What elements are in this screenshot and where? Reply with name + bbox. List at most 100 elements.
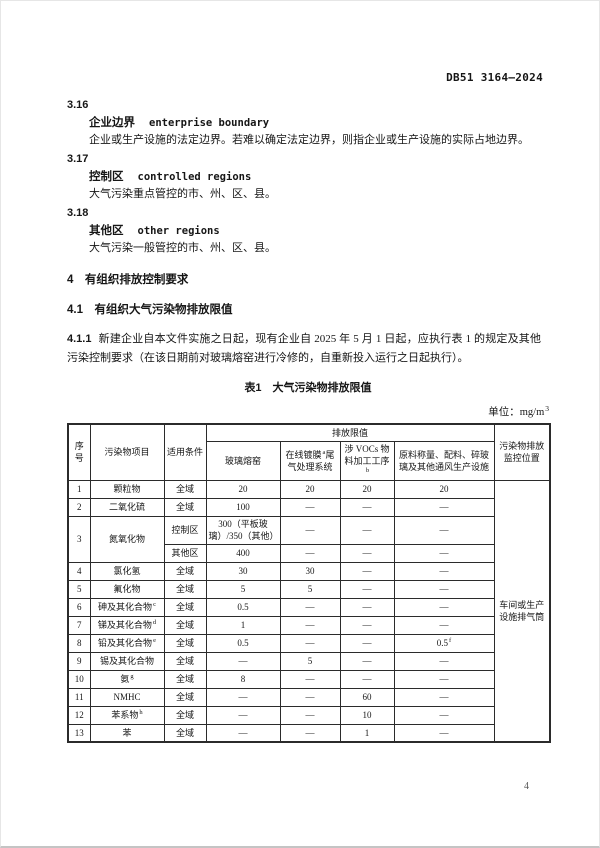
limit-value-cell: — xyxy=(205,651,281,671)
table-row: 其他区 400— — — xyxy=(68,543,550,563)
limit-value-cell: — xyxy=(393,687,495,707)
limit-value-cell: 0.5 xyxy=(205,597,281,617)
clause-4-1-1-number: 4.1.1 xyxy=(67,333,92,345)
clause-number: 3.16 xyxy=(67,99,89,111)
limit-value-cell: — xyxy=(205,705,281,725)
col-header-raw-material: 原料称量、配料、碎玻璃及其他通风生产设施 xyxy=(393,440,495,481)
condition-cell: 全域 xyxy=(163,497,207,517)
condition-cell: 全域 xyxy=(163,651,207,671)
limit-value-cell: — xyxy=(393,669,495,689)
condition-cell: 全域 xyxy=(163,615,207,635)
emission-limits-table: 序号 污染物项目 适用条件 排放限值 污染物排放监控位置 玻璃熔窑 在线镀膜a尾… xyxy=(67,423,552,743)
clause-4-1-1-text: 新建企业自本文件实施之日起，现有企业自 2025 年 5 月 1 日起，应执行表… xyxy=(67,333,541,364)
col-header-pollutant: 污染物项目 xyxy=(89,423,165,481)
pollutant-cell: 氨g xyxy=(89,669,165,689)
definition-text: 大气污染一般管控的市、州、区、县。 xyxy=(89,242,276,254)
table-row: 7 锑及其化合物d 全域 1— — — xyxy=(67,615,550,635)
section-4-1-heading: 4.1 有组织大气污染物排放限值 xyxy=(67,304,233,316)
pollutant-cell: 苯 xyxy=(89,723,165,743)
col-header-monitoring-location: 污染物排放监控位置 xyxy=(493,423,551,481)
limit-value-cell: — xyxy=(339,669,395,689)
pollutant-cell: NMHC xyxy=(89,687,165,707)
limit-value-cell: 20 xyxy=(393,479,495,499)
term-line: 其他区 other regions xyxy=(89,221,547,240)
limit-value-cell: 20 xyxy=(279,479,341,499)
col-header-seq: 序号 xyxy=(67,423,91,481)
limit-value-cell: — xyxy=(339,515,395,545)
limit-value-cell: 1 xyxy=(205,615,281,635)
col-header-glass-furnace: 玻璃熔窑 xyxy=(205,440,281,481)
limit-value-cell: 300（平板玻璃）/350（其他） xyxy=(205,515,281,545)
term-english: controlled regions xyxy=(137,171,252,183)
limit-value-cell: — xyxy=(339,597,395,617)
limit-value-cell: 30 xyxy=(279,561,341,581)
term-english: enterprise boundary xyxy=(149,117,270,129)
pollutant-cell: 锑及其化合物d xyxy=(89,615,165,635)
page-number: 4 xyxy=(524,781,529,792)
term-line: 企业边界 enterprise boundary xyxy=(89,113,547,132)
seq-cell: 6 xyxy=(67,597,91,617)
condition-cell: 全域 xyxy=(163,561,207,581)
limit-value-cell: 20 xyxy=(205,479,281,499)
limit-value-cell: — xyxy=(393,515,495,545)
definition-block: 3.16 企业边界 enterprise boundary 企业或生产设施的法定… xyxy=(67,97,547,148)
limit-value-cell: — xyxy=(279,633,341,653)
limit-value-cell: — xyxy=(279,543,341,563)
limit-value-cell: 5 xyxy=(279,579,341,599)
header-row-1: 序号 污染物项目 适用条件 排放限值 污染物排放监控位置 xyxy=(67,423,551,481)
limit-value-cell: 20 xyxy=(339,479,395,499)
pollutant-cell: 锡及其化合物 xyxy=(89,651,165,671)
seq-cell: 12 xyxy=(67,705,91,725)
limit-value-cell: — xyxy=(205,723,281,743)
limit-value-cell: 0.5 xyxy=(205,633,281,653)
limit-value-cell: — xyxy=(339,633,395,653)
pollutant-cell: 砷及其化合物c xyxy=(89,597,165,617)
col-header-condition: 适用条件 xyxy=(163,423,207,481)
limit-value-cell: — xyxy=(339,651,395,671)
term-chinese: 其他区 xyxy=(89,225,124,237)
limit-value-cell: 5 xyxy=(279,651,341,671)
limit-value-cell: — xyxy=(393,597,495,617)
table-row: 5 氟化物 全域 5 5— — xyxy=(67,579,550,599)
seq-cell: 3 xyxy=(67,515,91,563)
limit-value-cell: — xyxy=(339,497,395,517)
definition-text: 大气污染重点管控的市、州、区、县。 xyxy=(89,188,276,200)
limit-value-cell: — xyxy=(339,543,395,563)
condition-cell: 全域 xyxy=(163,669,207,689)
term-english: other regions xyxy=(137,225,220,237)
document-code: DB51 3164—2024 xyxy=(446,71,543,84)
table-unit-label: 单位：mg/m3 xyxy=(488,403,549,418)
limit-value-cell: — xyxy=(393,651,495,671)
term-chinese: 企业边界 xyxy=(89,117,135,129)
table-title: 表1 大气污染物排放限值 xyxy=(244,382,372,394)
limit-value-cell: — xyxy=(279,705,341,725)
limit-value-cell: 100 xyxy=(205,497,281,517)
clause-number: 3.17 xyxy=(67,153,89,165)
limit-value-cell: — xyxy=(393,579,495,599)
limit-value-cell: 5 xyxy=(205,579,281,599)
seq-cell: 2 xyxy=(67,497,91,517)
pollutant-cell: 二氧化硫 xyxy=(89,497,165,517)
table-row: 11 NMHC 全域 — —60— xyxy=(67,687,550,707)
limit-value-cell: — xyxy=(393,705,495,725)
seq-cell: 9 xyxy=(67,651,91,671)
table-row: 1 颗粒物 全域 20 20 20 20 车间或生产设施排气筒 xyxy=(67,479,551,743)
limit-value-cell: — xyxy=(393,561,495,581)
condition-cell: 控制区 xyxy=(163,515,207,545)
pollutant-cell: 铅及其化合物e xyxy=(89,633,165,653)
monitoring-location-cell: 车间或生产设施排气筒 xyxy=(493,479,551,743)
limit-value-cell: 400 xyxy=(205,543,281,563)
col-header-online-coating: 在线镀膜a尾气处理系统 xyxy=(279,440,341,481)
condition-cell: 全域 xyxy=(163,479,207,499)
limit-value-cell: — xyxy=(339,579,395,599)
limit-value-cell: — xyxy=(279,669,341,689)
seq-cell: 7 xyxy=(67,615,91,635)
term-line: 控制区 controlled regions xyxy=(89,167,547,186)
seq-cell: 1 xyxy=(67,479,91,499)
limit-value-cell: — xyxy=(205,687,281,707)
table-row: 4 氯化氢 全域 30 30— — xyxy=(67,561,550,581)
limit-value-cell: 0.5f xyxy=(393,633,495,653)
limit-value-cell: — xyxy=(279,615,341,635)
table-row: 3 氮氧化物 控制区 300（平板玻璃）/350（其他） — — — xyxy=(67,515,550,563)
col-header-limits-group: 排放限值 xyxy=(205,423,495,442)
